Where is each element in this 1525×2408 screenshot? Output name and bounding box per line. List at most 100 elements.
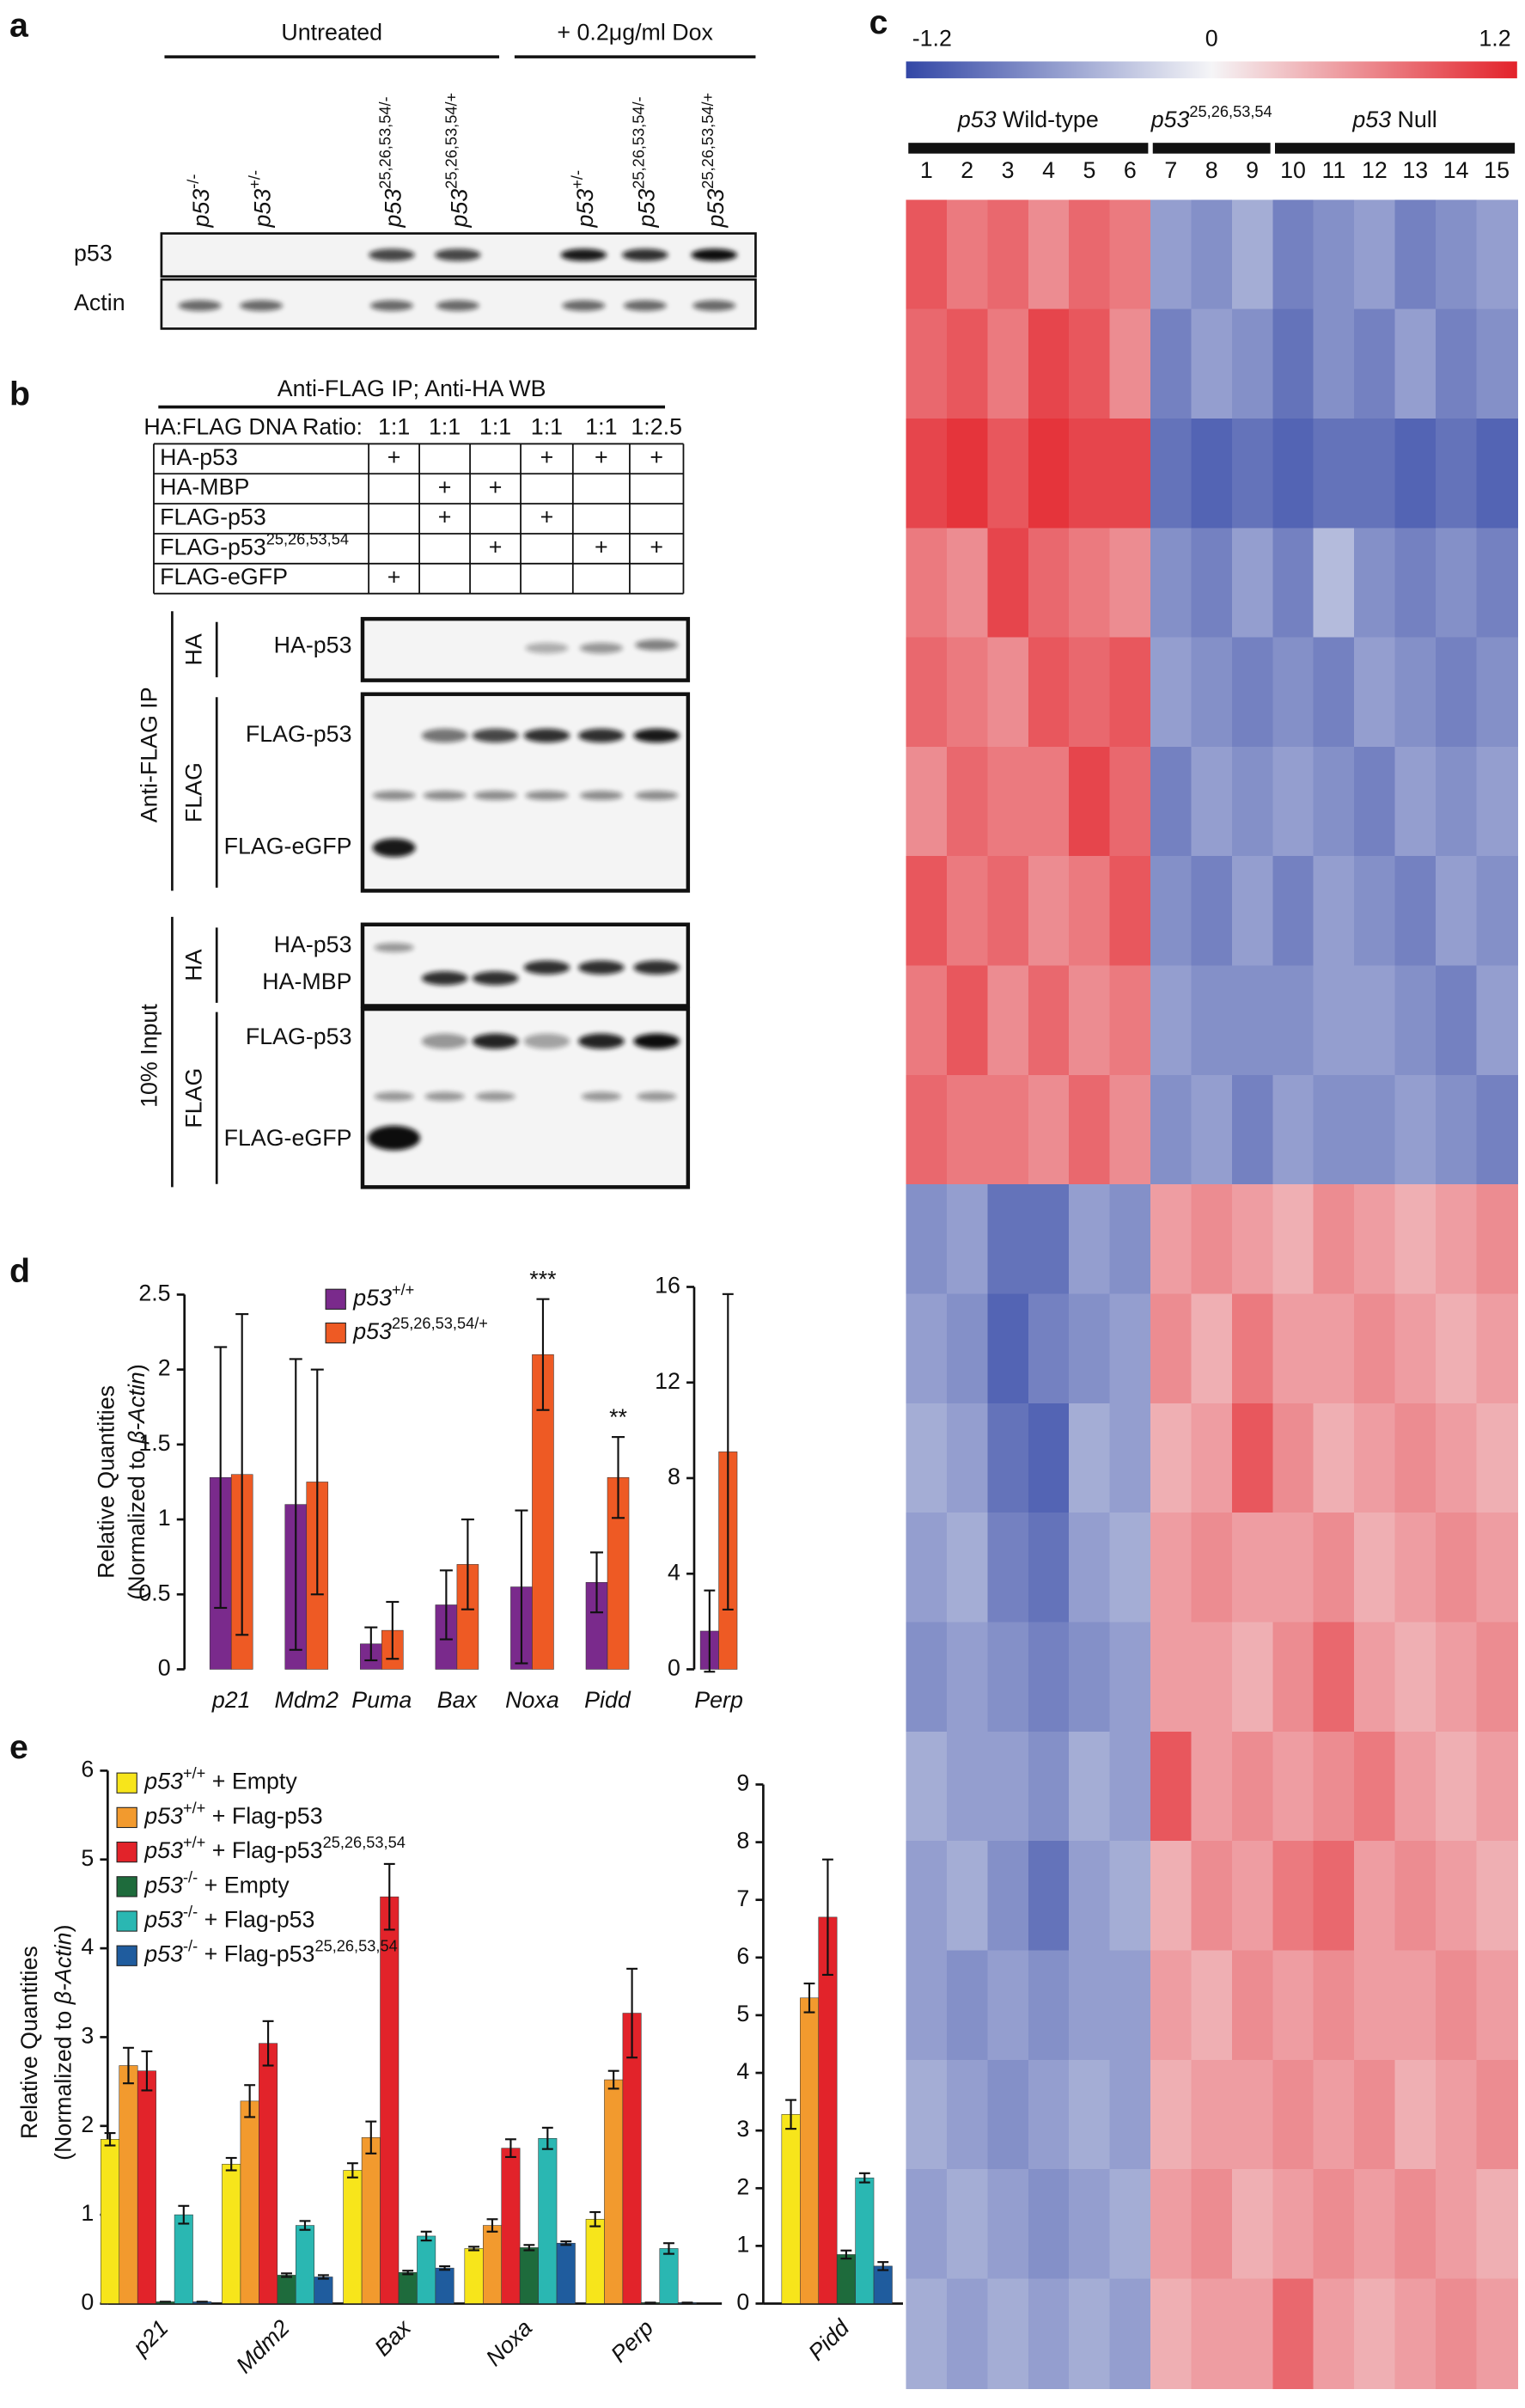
bar — [556, 2242, 576, 2304]
error-bar — [468, 2246, 479, 2252]
group-label-part: p53 — [1150, 107, 1190, 132]
heatmap-cell — [1150, 309, 1193, 420]
heatmap-cell — [1028, 2169, 1071, 2280]
heatmap-cell — [946, 1841, 989, 1952]
table-row-label-part: 25,26,53,54 — [266, 530, 349, 547]
heatmap-cell — [1394, 1513, 1437, 1623]
column-label: 3 — [1002, 157, 1015, 183]
heatmap-cell — [1231, 309, 1274, 420]
heatmap-cell — [1069, 199, 1111, 310]
group-bar — [1152, 143, 1271, 154]
lane-label-part: p53 — [381, 189, 406, 229]
heatmap-cell — [1313, 528, 1356, 639]
heatmap-cell — [1435, 1184, 1478, 1295]
heatmap-cell — [1028, 1184, 1071, 1295]
bar — [174, 2214, 193, 2304]
heatmap-cell — [987, 1293, 1029, 1404]
x-tick-label: Noxa — [505, 1687, 559, 1713]
table-mark: + — [540, 444, 554, 470]
legend-label-part: + Flag-p53 — [198, 1907, 314, 1933]
y-tick-label: 12 — [655, 1368, 680, 1394]
heatmap-cell — [1231, 1841, 1274, 1952]
condition-label: + 0.2μg/ml Dox — [557, 19, 713, 45]
y-tick-label: 7 — [736, 1885, 749, 1911]
heatmap-cell — [1069, 1841, 1111, 1952]
heatmap-cell — [1435, 199, 1478, 310]
row-label: p53 — [74, 241, 113, 266]
heatmap-cell — [906, 2169, 949, 2280]
heatmap-cell — [1109, 1731, 1152, 1843]
bar — [836, 2254, 856, 2304]
blot-band — [635, 791, 679, 801]
column-label: 8 — [1205, 157, 1218, 183]
group-label-part: Null — [1391, 107, 1437, 132]
heatmap-cell — [1435, 2059, 1478, 2171]
error-bar — [420, 2230, 432, 2242]
error-bar — [785, 2099, 796, 2130]
heatmap-cell — [1150, 2169, 1193, 2280]
bar — [855, 2177, 875, 2304]
blot-band — [578, 960, 625, 975]
heatmap-cell — [1354, 1184, 1396, 1295]
heatmap-cell — [1435, 746, 1478, 858]
error-bar — [289, 1358, 302, 1651]
heatmap-cell — [1394, 1841, 1437, 1952]
legend-label-part: + Flag-p53 — [205, 1837, 322, 1863]
bar — [435, 2267, 454, 2304]
heatmap-cell — [1313, 1950, 1356, 2061]
heatmap-cell — [1028, 199, 1071, 310]
panel-label: c — [869, 3, 888, 41]
bar — [259, 2043, 278, 2304]
bar — [119, 2065, 138, 2304]
heatmap-cell — [1069, 1293, 1111, 1404]
heatmap-cell — [1476, 1184, 1518, 1295]
heatmap-cell — [1394, 1403, 1437, 1514]
blot-label: FLAG — [180, 1068, 206, 1128]
y-tick-label: 3 — [736, 2116, 749, 2142]
heatmap-cell — [1476, 746, 1518, 858]
legend-label-part: + Empty — [205, 1769, 297, 1794]
legend-label-part: p53 — [352, 1285, 392, 1311]
heatmap-cell — [987, 418, 1029, 529]
heatmap-cell — [1150, 637, 1193, 748]
heatmap-cell — [1231, 1513, 1274, 1623]
heatmap-cell — [1272, 1074, 1315, 1186]
heatmap-cell — [1272, 965, 1315, 1076]
blot-band — [372, 791, 416, 801]
table-row-label-part: FLAG-p53 — [160, 504, 266, 530]
bar — [398, 2272, 418, 2304]
heatmap-cell — [906, 1622, 949, 1733]
error-bar — [612, 1436, 625, 1519]
y-tick-label: 0 — [668, 1655, 680, 1681]
bar — [464, 2248, 484, 2304]
band-label: HA-p53 — [274, 932, 352, 957]
heatmap-cell — [1191, 309, 1233, 420]
heatmap-cell — [1435, 528, 1478, 639]
table-row-label: FLAG-p53 — [160, 504, 266, 530]
heatmap-cell — [1435, 2278, 1478, 2389]
error-bar — [461, 1518, 474, 1610]
blot-band — [578, 728, 625, 743]
heatmap-cell — [946, 637, 989, 748]
colorbar-tick-label: 1.2 — [1479, 26, 1510, 52]
blot-band — [424, 1091, 465, 1102]
heatmap-cell — [1069, 1731, 1111, 1843]
heatmap-cell — [987, 1513, 1029, 1623]
blot-band — [368, 1125, 421, 1151]
error-bar — [235, 1313, 249, 1636]
heatmap-cell — [1354, 1731, 1396, 1843]
section-label: Anti-FLAG IP — [136, 687, 162, 822]
error-bar — [505, 2138, 516, 2159]
y-axis-label: (Normalized to β-Actin) — [124, 1364, 149, 1599]
heatmap-cell — [1354, 746, 1396, 858]
panel-label: a — [9, 7, 29, 45]
blot-band — [421, 1033, 468, 1049]
heatmap-cell — [1109, 1074, 1152, 1186]
error-bar — [515, 1509, 528, 1665]
heatmap-cell — [1028, 856, 1071, 967]
legend-label-part: 25,26,53,54/+ — [392, 1315, 488, 1332]
heatmap-cell — [1272, 2278, 1315, 2389]
error-bar — [123, 2046, 134, 2085]
heatmap-cell — [1313, 856, 1356, 967]
heatmap-cell — [946, 1513, 989, 1623]
